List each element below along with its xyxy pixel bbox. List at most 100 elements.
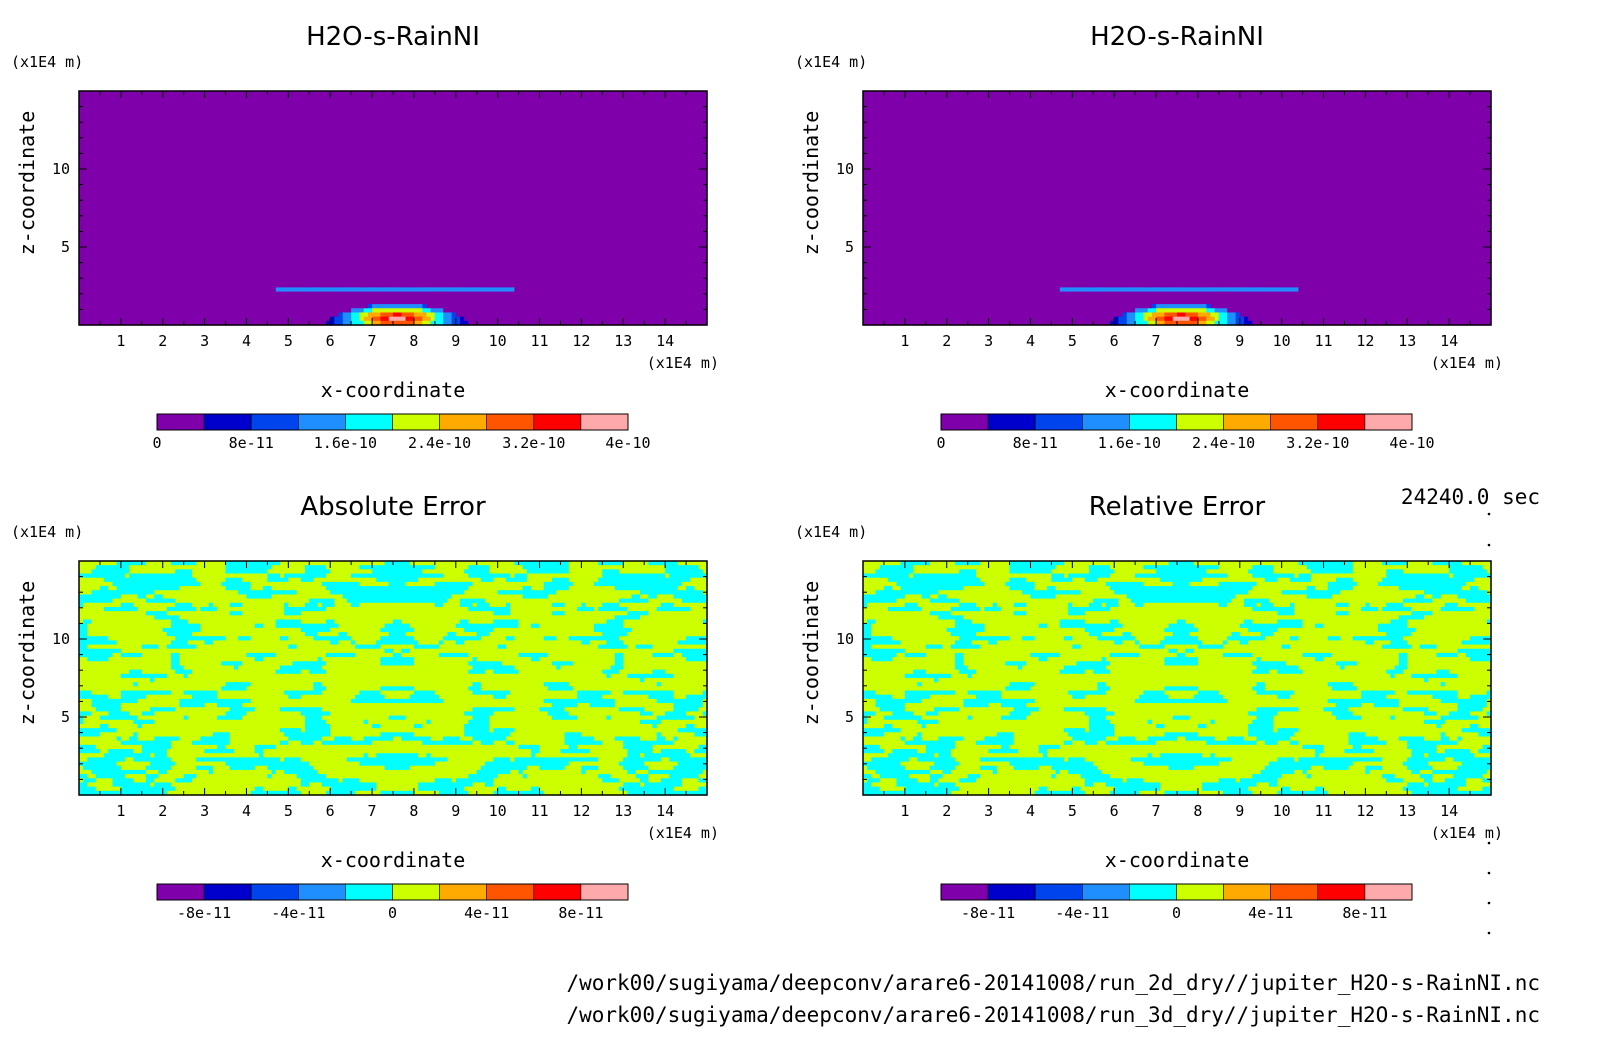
heatmap-cell (540, 145, 545, 150)
heatmap-cell (146, 95, 151, 100)
heatmap-cell (594, 129, 599, 134)
heatmap-cell (246, 129, 251, 134)
heatmap-cell (510, 104, 515, 109)
heatmap-cell (372, 195, 377, 200)
heatmap-cell (372, 187, 377, 192)
heatmap-cell (594, 150, 599, 155)
heatmap-cell (326, 124, 331, 129)
heatmap-cell (615, 187, 620, 192)
heatmap-cell (150, 116, 155, 121)
heatmap-cell (313, 179, 318, 184)
heatmap-cell (188, 221, 193, 226)
heatmap-cell (246, 195, 251, 200)
heatmap-cell (313, 166, 318, 171)
heatmap-cell (569, 150, 574, 155)
heatmap-cell (665, 112, 670, 117)
heatmap-cell (477, 179, 482, 184)
heatmap-cell (556, 175, 561, 180)
heatmap-cell (322, 170, 327, 175)
heatmap-cell (435, 200, 440, 205)
heatmap-cell (594, 95, 599, 100)
heatmap-cell (200, 191, 205, 196)
heatmap-cell (665, 108, 670, 113)
heatmap-cell (163, 104, 168, 109)
heatmap-cell (531, 166, 536, 171)
heatmap-cell (460, 204, 465, 209)
heatmap-cell (602, 183, 607, 188)
heatmap-cell (355, 150, 360, 155)
heatmap-cell (648, 150, 653, 155)
heatmap-cell (372, 221, 377, 226)
heatmap-cell (146, 158, 151, 163)
heatmap-cell (481, 99, 486, 104)
heatmap-cell (200, 133, 205, 138)
heatmap-cell (598, 208, 603, 213)
heatmap-cell (133, 216, 138, 221)
heatmap-cell (590, 137, 595, 142)
heatmap-cell (694, 112, 699, 117)
heatmap-cell (556, 137, 561, 142)
heatmap-cell (535, 183, 540, 188)
heatmap-cell (640, 191, 645, 196)
heatmap-cell (456, 112, 461, 117)
heatmap-cell (636, 104, 641, 109)
heatmap-cell (627, 120, 632, 125)
heatmap-cell (234, 150, 239, 155)
heatmap-cell (573, 204, 578, 209)
heatmap-cell (112, 150, 117, 155)
heatmap-cell (209, 133, 214, 138)
heatmap-cell (657, 183, 662, 188)
heatmap-cell (380, 191, 385, 196)
heatmap-cell (92, 216, 97, 221)
heatmap-cell (360, 116, 365, 121)
heatmap-cell (431, 116, 436, 121)
heatmap-cell (83, 200, 88, 205)
heatmap-cell (251, 154, 256, 159)
heatmap-cell (447, 162, 452, 167)
heatmap-cell (510, 204, 515, 209)
heatmap-cell (108, 212, 113, 217)
heatmap-cell (426, 158, 431, 163)
heatmap-cell (414, 221, 419, 226)
heatmap-cell (351, 120, 356, 125)
heatmap-cell (527, 170, 532, 175)
heatmap-cell (615, 120, 620, 125)
heatmap-cell (272, 204, 277, 209)
heatmap-cell (221, 216, 226, 221)
heatmap-cell (535, 108, 540, 113)
heatmap-cell (184, 187, 189, 192)
heatmap-cell (493, 225, 498, 230)
heatmap-cell (100, 120, 105, 125)
heatmap-cell (83, 116, 88, 121)
heatmap-cell (410, 216, 415, 221)
heatmap-cell (527, 158, 532, 163)
heatmap-cell (293, 133, 298, 138)
heatmap-cell (246, 191, 251, 196)
heatmap-cell (569, 145, 574, 150)
heatmap-cell (699, 221, 704, 226)
heatmap-cell (159, 225, 164, 230)
heatmap-cell (192, 195, 197, 200)
heatmap-cell (456, 166, 461, 171)
heatmap-cell (184, 133, 189, 138)
heatmap-cell (418, 154, 423, 159)
heatmap-cell (167, 133, 172, 138)
heatmap-cell (653, 95, 658, 100)
heatmap-cell (267, 150, 272, 155)
heatmap-cell (305, 154, 310, 159)
heatmap-cell (322, 141, 327, 146)
heatmap-cell (502, 175, 507, 180)
heatmap-cell (636, 191, 641, 196)
heatmap-cell (167, 104, 172, 109)
heatmap-cell (644, 187, 649, 192)
heatmap-cell (179, 195, 184, 200)
heatmap-cell (410, 108, 415, 113)
heatmap-cell (619, 212, 624, 217)
heatmap-cell (577, 175, 582, 180)
heatmap-cell (418, 150, 423, 155)
heatmap-cell (351, 99, 356, 104)
heatmap-cell (112, 133, 117, 138)
heatmap-cell (565, 212, 570, 217)
heatmap-cell (573, 225, 578, 230)
heatmap-cell (142, 200, 147, 205)
